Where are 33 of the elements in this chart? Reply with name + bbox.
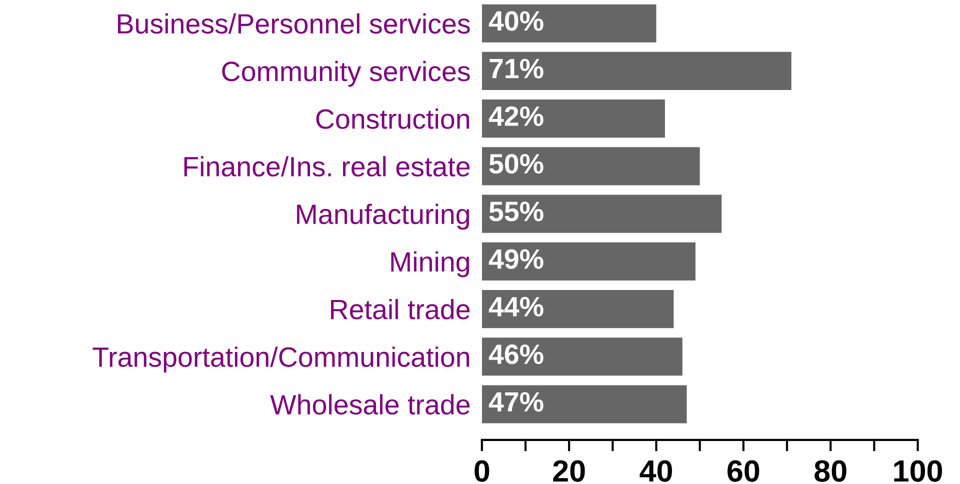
bar	[482, 290, 674, 328]
data-label: 71%	[490, 58, 544, 78]
data-label: 40%	[488, 11, 544, 31]
y-tick-label: Wholesale trade	[270, 394, 470, 415]
x-tick-label: 80	[814, 460, 846, 482]
data-label: 55%	[489, 202, 544, 222]
bar	[482, 100, 665, 138]
data-label: 50%	[489, 154, 544, 174]
y-tick-label: Transportation/Communication	[92, 346, 470, 372]
data-label: 42%	[488, 106, 544, 126]
x-tick-label: 60	[728, 460, 760, 482]
y-tick-label: Business/Personnel services	[118, 13, 470, 34]
bar	[482, 242, 696, 280]
y-tick-label: Manufacturing	[297, 204, 470, 230]
y-tick-label: Construction	[316, 108, 470, 129]
x-tick-label: 20	[553, 460, 585, 482]
x-tick-label: 40	[640, 460, 672, 482]
data-label: 49%	[488, 249, 544, 269]
bar	[482, 147, 700, 186]
bar	[482, 4, 656, 42]
x-tick-label: 0	[474, 460, 490, 482]
bar	[482, 338, 682, 376]
y-tick-label: Mining	[391, 251, 470, 278]
x-tick-label: 100	[894, 460, 942, 482]
y-tick-label: Finance/Ins. real estate	[184, 156, 470, 177]
bar	[482, 385, 687, 424]
y-tick-label: Community services	[222, 60, 470, 87]
bar	[482, 52, 792, 90]
data-label: 47%	[488, 392, 544, 412]
data-label: 44%	[488, 296, 544, 316]
y-tick-label: Retail trade	[331, 298, 470, 320]
data-label: 46%	[488, 344, 544, 364]
bar	[482, 194, 722, 233]
